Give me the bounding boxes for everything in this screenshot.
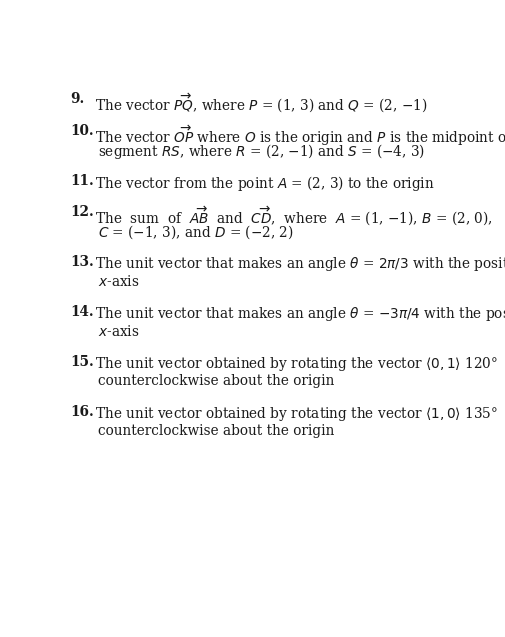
Text: 11.: 11. <box>70 173 94 187</box>
Text: $x$-axis: $x$-axis <box>97 324 139 339</box>
Text: 9.: 9. <box>70 92 84 106</box>
Text: 14.: 14. <box>70 305 94 319</box>
Text: 13.: 13. <box>70 255 94 269</box>
Text: 12.: 12. <box>70 205 94 219</box>
Text: $x$-axis: $x$-axis <box>97 274 139 289</box>
Text: 10.: 10. <box>70 124 94 138</box>
Text: The  sum  of  $\overrightarrow{AB}$  and  $\overrightarrow{CD}$,  where  $A$ = (: The sum of $\overrightarrow{AB}$ and $\o… <box>91 205 492 228</box>
Text: The unit vector obtained by rotating the vector $\langle 0, 1 \rangle$ 120°: The unit vector obtained by rotating the… <box>91 355 497 373</box>
Text: The unit vector that makes an angle $\theta$ = $2\pi/3$ with the positive: The unit vector that makes an angle $\th… <box>91 255 505 273</box>
Text: The vector from the point $A$ = (2, 3) to the origin: The vector from the point $A$ = (2, 3) t… <box>91 173 434 192</box>
Text: 15.: 15. <box>70 355 94 369</box>
Text: $C$ = ($-$1, 3), and $D$ = ($-$2, 2): $C$ = ($-$1, 3), and $D$ = ($-$2, 2) <box>97 224 293 241</box>
Text: The vector $\overrightarrow{PQ}$, where $P$ = (1, 3) and $Q$ = (2, $-$1): The vector $\overrightarrow{PQ}$, where … <box>91 92 427 115</box>
Text: The unit vector obtained by rotating the vector $\langle 1, 0 \rangle$ 135°: The unit vector obtained by rotating the… <box>91 405 497 423</box>
Text: 16.: 16. <box>70 405 94 419</box>
Text: The unit vector that makes an angle $\theta$ = $-3\pi/4$ with the positive: The unit vector that makes an angle $\th… <box>91 305 505 323</box>
Text: segment $RS$, where $R$ = (2, $-$1) and $S$ = ($-$4, 3): segment $RS$, where $R$ = (2, $-$1) and … <box>97 142 424 161</box>
Text: The vector $\overrightarrow{OP}$ where $O$ is the origin and $P$ is the midpoint: The vector $\overrightarrow{OP}$ where $… <box>91 124 505 148</box>
Text: counterclockwise about the origin: counterclockwise about the origin <box>97 424 333 438</box>
Text: counterclockwise about the origin: counterclockwise about the origin <box>97 374 333 388</box>
